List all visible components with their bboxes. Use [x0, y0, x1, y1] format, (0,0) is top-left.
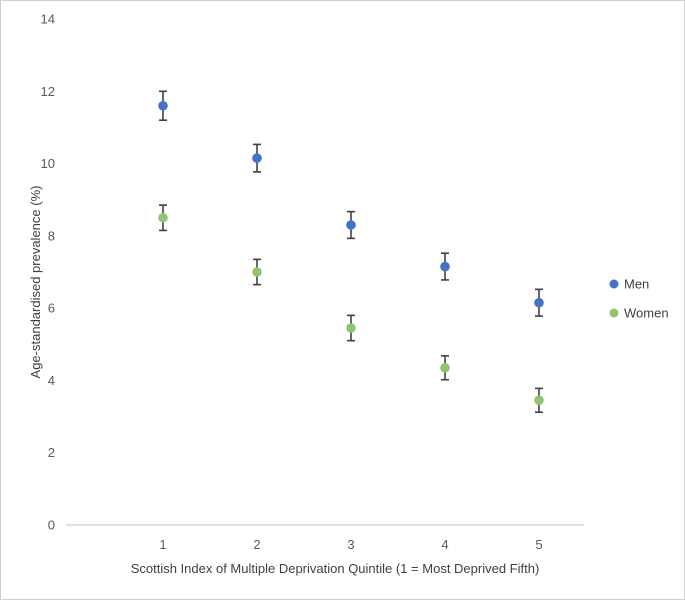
y-tick-label: 2 — [48, 445, 55, 460]
y-tick-label: 4 — [48, 373, 55, 388]
data-point-women — [440, 362, 450, 373]
y-tick-label: 10 — [41, 156, 55, 171]
x-axis-title: Scottish Index of Multiple Deprivation Q… — [131, 561, 540, 576]
y-tick-label: 6 — [48, 301, 55, 316]
x-tick-labels: 1 2 3 4 5 — [159, 537, 542, 552]
y-tick-label: 14 — [41, 12, 55, 27]
legend: Men Women — [609, 277, 669, 321]
y-tick-label: 0 — [48, 518, 55, 533]
x-tick-label: 1 — [159, 537, 166, 552]
legend-marker-men — [609, 279, 619, 289]
x-tick-label: 5 — [535, 537, 542, 552]
error-bars — [159, 90, 543, 414]
x-tick-label: 3 — [347, 537, 354, 552]
data-point-women — [534, 395, 544, 406]
data-point-men — [534, 297, 544, 308]
legend-label-women: Women — [624, 306, 669, 321]
data-point-women — [158, 212, 168, 223]
y-axis-title: Age-standardised prevalence (%) — [28, 186, 43, 379]
legend-marker-women — [609, 308, 619, 318]
x-tick-label: 2 — [253, 537, 260, 552]
data-points — [158, 100, 544, 406]
y-tick-label: 8 — [48, 228, 55, 243]
data-point-men — [252, 153, 262, 163]
x-tick-label: 4 — [441, 537, 448, 552]
data-point-men — [158, 100, 168, 111]
data-point-women — [346, 323, 356, 333]
y-tick-label: 12 — [41, 84, 55, 99]
y-tick-labels: 0 2 4 6 8 10 12 14 — [41, 12, 55, 533]
data-point-men — [440, 261, 450, 272]
data-point-women — [252, 267, 262, 277]
data-point-men — [346, 220, 356, 230]
legend-label-men: Men — [624, 277, 649, 292]
